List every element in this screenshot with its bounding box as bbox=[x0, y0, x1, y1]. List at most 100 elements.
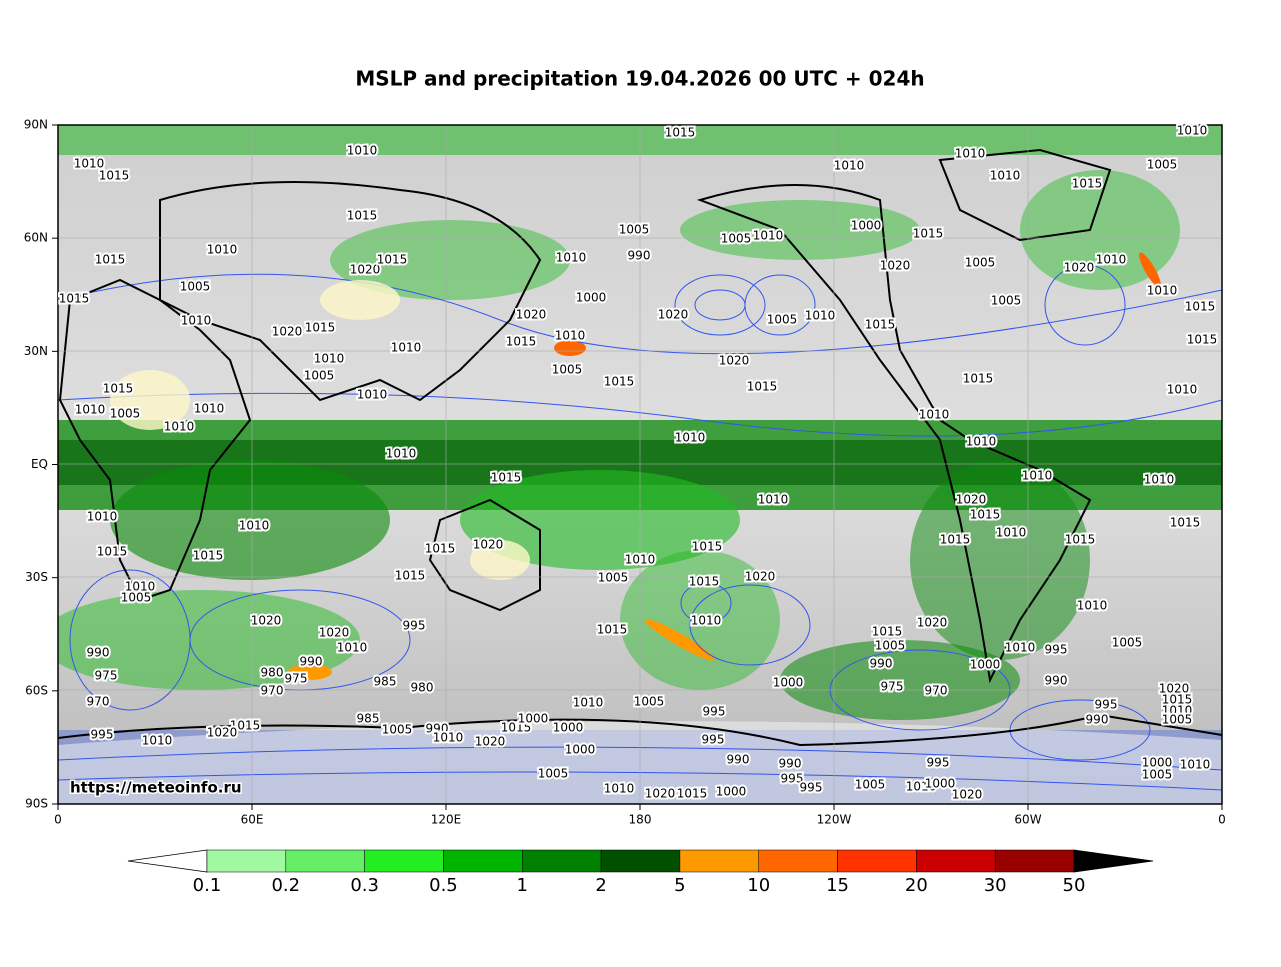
isobar-label: 1015 bbox=[940, 533, 971, 547]
isobar-label: 975 bbox=[881, 680, 904, 694]
isobar-label: 1010 bbox=[625, 553, 656, 567]
isobar-label: 1010 bbox=[805, 309, 836, 323]
isobar-label: 990 bbox=[628, 249, 651, 263]
isobar-label: 990 bbox=[426, 722, 449, 736]
isobar-label: 1015 bbox=[1065, 533, 1096, 547]
isobar-label: 1020 bbox=[645, 787, 676, 801]
isobar-label: 1010 bbox=[675, 431, 706, 445]
isobar-label: 1010 bbox=[966, 435, 997, 449]
colorbar-segment bbox=[837, 849, 917, 873]
isobar-label: 1010 bbox=[207, 243, 238, 257]
isobar-label: 1010 bbox=[75, 403, 106, 417]
isobar-label: 1015 bbox=[1170, 516, 1201, 530]
lat-label: 60N bbox=[24, 231, 48, 245]
isobar-label: 1015 bbox=[597, 623, 628, 637]
isobar-label: 1010 bbox=[1177, 124, 1208, 138]
isobar-label: 1015 bbox=[970, 508, 1001, 522]
isobar-label: 1010 bbox=[834, 159, 865, 173]
isobar-label: 1010 bbox=[990, 169, 1021, 183]
isobar-label: 1020 bbox=[952, 788, 983, 802]
isobar-label: 1010 bbox=[573, 696, 604, 710]
isobar-label: 1015 bbox=[506, 335, 537, 349]
isobar-label: 990 bbox=[870, 657, 893, 671]
isobar-label: 1015 bbox=[59, 292, 90, 306]
isobar-label: 1015 bbox=[491, 471, 522, 485]
isobar-label: 970 bbox=[261, 684, 284, 698]
isobar-label: 1015 bbox=[347, 209, 378, 223]
isobar-label: 1005 bbox=[180, 280, 211, 294]
isobar-label: 1015 bbox=[193, 549, 224, 563]
isobar-label: 1005 bbox=[721, 232, 752, 246]
isobar-label: 1020 bbox=[475, 735, 506, 749]
isobar-label: 1010 bbox=[164, 420, 195, 434]
isobar-label: 1020 bbox=[917, 616, 948, 630]
isobar-label: 970 bbox=[925, 684, 948, 698]
isobar-label: 1020 bbox=[272, 325, 303, 339]
isobar-label: 1000 bbox=[716, 785, 747, 799]
isobar-label: 995 bbox=[1045, 643, 1068, 657]
isobar-label: 1010 bbox=[691, 614, 722, 628]
isobar-label: 1020 bbox=[516, 308, 547, 322]
isobar-label: 1020 bbox=[207, 726, 238, 740]
isobar-label: 1010 bbox=[386, 447, 417, 461]
isobar-label: 1015 bbox=[872, 625, 903, 639]
lon-label: 0 bbox=[1218, 813, 1226, 827]
isobar-label: 1020 bbox=[1159, 682, 1190, 696]
isobar-label: 1000 bbox=[576, 291, 607, 305]
isobar-label: 1005 bbox=[1112, 636, 1143, 650]
isobar-label: 1015 bbox=[1185, 300, 1216, 314]
watermark: https://meteoinfo.ru bbox=[70, 779, 242, 797]
lat-label: 90N bbox=[24, 118, 48, 132]
isobar-label: 1005 bbox=[598, 571, 629, 585]
isobar-label: 1015 bbox=[97, 545, 128, 559]
isobar-label: 1005 bbox=[1162, 713, 1193, 727]
isobar-label: 1010 bbox=[87, 510, 118, 524]
isobar-label: 1015 bbox=[1162, 693, 1193, 707]
isobar-label: 1015 bbox=[1072, 177, 1103, 191]
isobar-label: 990 bbox=[1045, 674, 1068, 688]
isobar-label: 1005 bbox=[304, 369, 335, 383]
isobar-label: 1020 bbox=[350, 263, 381, 277]
colorbar-label: 2 bbox=[595, 875, 606, 896]
isobar-label: 1015 bbox=[95, 253, 126, 267]
isobar-label: 1010 bbox=[1167, 383, 1198, 397]
isobar-label: 990 bbox=[727, 753, 750, 767]
lon-label: 120E bbox=[431, 813, 462, 827]
isobar-label: 1015 bbox=[230, 719, 261, 733]
colorbar-segment bbox=[600, 849, 681, 873]
isobar-label: 1015 bbox=[501, 721, 532, 735]
isobar-label: 1010 bbox=[314, 352, 345, 366]
isobar-label: 1005 bbox=[767, 313, 798, 327]
lat-label: 90S bbox=[25, 797, 48, 811]
isobar-label: 1015 bbox=[963, 372, 994, 386]
isobar-label: 1020 bbox=[745, 570, 776, 584]
isobar-label: 1010 bbox=[604, 782, 635, 796]
isobar-label: 990 bbox=[779, 757, 802, 771]
isobar-label: 1000 bbox=[1142, 756, 1173, 770]
isobar-label: 985 bbox=[357, 712, 380, 726]
lon-label: 60W bbox=[1014, 813, 1041, 827]
isobar-label: 1015 bbox=[865, 318, 896, 332]
isobar-label: 1000 bbox=[925, 777, 956, 791]
isobar-label: 995 bbox=[781, 772, 804, 786]
isobar-label: 1015 bbox=[99, 169, 130, 183]
isobar-label: 1005 bbox=[634, 695, 665, 709]
colorbar: 0.1 0.2 0.3 0.5 1 2 5 10 15 20 30 50 bbox=[127, 849, 1154, 896]
isobar-label: 980 bbox=[411, 681, 434, 695]
isobar-label: 1010 bbox=[337, 641, 368, 655]
isobar-label: 990 bbox=[1086, 713, 1109, 727]
lat-label: EQ bbox=[31, 457, 48, 471]
isobar-label: 1000 bbox=[773, 676, 804, 690]
isobar-label: 975 bbox=[95, 669, 118, 683]
isobar-label: 970 bbox=[87, 695, 110, 709]
isobar-label: 1010 bbox=[1147, 284, 1178, 298]
lon-label: 0 bbox=[54, 813, 62, 827]
colorbar-label: 0.3 bbox=[350, 875, 379, 896]
lat-label: 60S bbox=[25, 683, 48, 697]
isobar-label: 1010 bbox=[239, 519, 270, 533]
isobar-label: 1015 bbox=[665, 126, 696, 140]
lon-label: 180 bbox=[629, 813, 652, 827]
isobar-label: 1005 bbox=[875, 639, 906, 653]
colorbar-segment bbox=[443, 849, 523, 873]
colorbar-label: 0.1 bbox=[193, 875, 222, 896]
